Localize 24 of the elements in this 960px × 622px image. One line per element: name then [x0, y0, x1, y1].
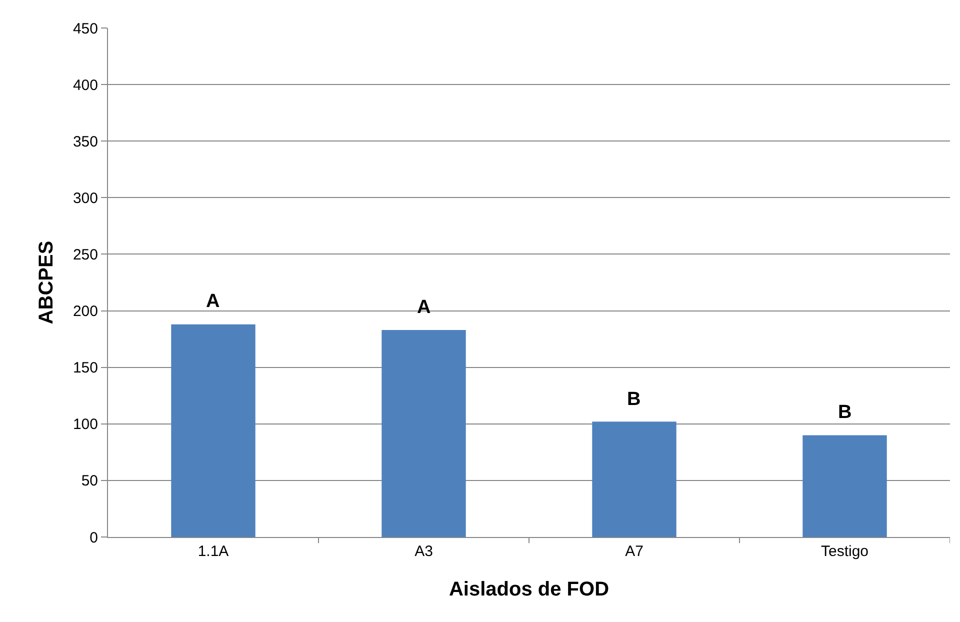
y-tick-label: 400 — [72, 76, 98, 94]
annotation: A — [417, 297, 431, 318]
bar — [382, 330, 466, 537]
bar — [802, 435, 887, 537]
x-tick-label: A7 — [625, 543, 644, 560]
x-tick-label: A3 — [414, 543, 433, 560]
y-tick-label: 300 — [72, 190, 98, 207]
y-tick-label: 250 — [72, 246, 98, 264]
y-tick-label: 0 — [90, 529, 98, 546]
x-axis-title: Aislados de FOD — [448, 578, 610, 600]
y-tick-label: 50 — [81, 472, 98, 490]
annotation: B — [838, 402, 852, 423]
y-tick-label: 150 — [72, 360, 98, 377]
x-tick-label: Testigo — [820, 543, 869, 560]
x-tick-label: 1.1A — [198, 543, 229, 560]
y-tick-label: 450 — [72, 20, 98, 38]
bar — [171, 324, 256, 537]
y-axis-title: ABCPES — [35, 240, 58, 324]
y-tick-label: 100 — [72, 416, 98, 434]
annotation: B — [627, 389, 641, 410]
y-tick-label: 350 — [72, 133, 98, 150]
bar — [592, 422, 676, 537]
y-tick-label: 200 — [72, 303, 98, 320]
annotation: A — [206, 291, 220, 312]
